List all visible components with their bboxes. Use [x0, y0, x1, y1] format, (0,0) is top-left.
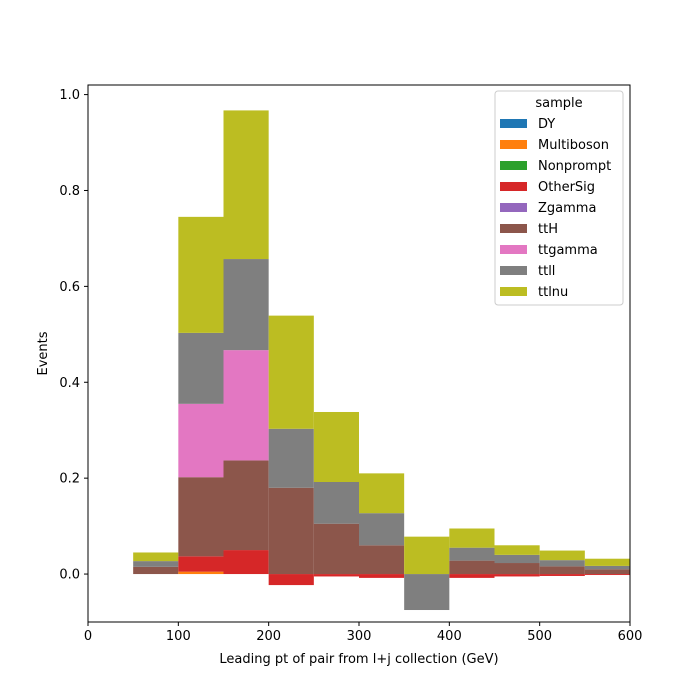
legend-label-zgamma: Zgamma — [538, 201, 596, 216]
legend-title: sample — [535, 96, 582, 111]
bar-ttgamma-bin-1 — [178, 403, 224, 478]
bar-ttlnu-bin-7 — [449, 528, 495, 548]
legend-label-ttlnu: ttlnu — [538, 285, 568, 300]
y-tick-label: 1.0 — [59, 88, 80, 103]
bar-tth-bin-8 — [494, 563, 540, 575]
bar-tth-bin-10 — [584, 569, 630, 575]
bar-ttll-bin-2 — [223, 259, 269, 351]
bar-ttll-bin-9 — [539, 560, 585, 567]
legend-label-ttgamma: ttgamma — [538, 243, 598, 258]
x-tick-label: 0 — [84, 629, 92, 644]
bar-tth-bin-4 — [313, 523, 359, 575]
bar-othersig-bin-8 — [494, 574, 540, 577]
y-tick-label: 0.4 — [59, 376, 80, 391]
y-tick-label: 0.8 — [59, 184, 80, 199]
x-axis-label: Leading pt of pair from l+j collection (… — [219, 652, 498, 667]
bar-othersig-bin-1 — [178, 556, 224, 572]
legend-swatch-zgamma — [500, 203, 527, 212]
bar-othersig-bin-7 — [449, 574, 495, 578]
legend-swatch-othersig — [500, 182, 527, 191]
bar-ttll-bin-1 — [178, 332, 224, 404]
legend-swatch-ttgamma — [500, 245, 527, 254]
x-tick-label: 600 — [618, 629, 643, 644]
legend-label-ttll: ttll — [538, 264, 555, 279]
legend-swatch-nonprompt — [500, 161, 527, 170]
bar-ttlnu-bin-6 — [404, 536, 450, 575]
bar-multiboson-bin-1 — [178, 571, 224, 575]
bar-tth-bin-2 — [223, 460, 269, 551]
bar-othersig-bin-2 — [223, 550, 269, 575]
bar-ttll-bin-7 — [449, 547, 495, 561]
bar-othersig-bin-5 — [359, 574, 405, 578]
bar-ttll-bin-3 — [268, 428, 314, 488]
legend: sample DY Multiboson Nonprompt OtherSig Zgam… — [494, 90, 624, 306]
y-tick-label: 0.6 — [59, 280, 80, 295]
x-tick-label: 200 — [256, 629, 281, 644]
bar-ttll-bin-4 — [313, 481, 359, 524]
bar-ttlnu-bin-2 — [223, 110, 269, 260]
legend-label-tth: ttH — [538, 222, 558, 237]
legend-swatch-ttll — [500, 266, 527, 275]
legend-items: DY Multiboson Nonprompt OtherSig Zgamma ttH tt… — [500, 117, 611, 300]
legend-swatch-multiboson — [500, 140, 527, 149]
bar-ttll-bin-5 — [359, 513, 405, 546]
bar-ttlnu-bin-3 — [268, 315, 314, 429]
legend-swatch-tth — [500, 224, 527, 233]
bar-ttlnu-bin-5 — [359, 473, 405, 514]
bar-ttll-bin-10 — [584, 565, 630, 570]
bar-othersig-bin-10 — [584, 574, 630, 576]
x-tick-label: 300 — [347, 629, 372, 644]
bar-tth-bin-9 — [539, 566, 585, 575]
bar-othersig-bin-3 — [268, 574, 314, 586]
y-tick-label: 0.0 — [59, 568, 80, 583]
legend-swatch-ttlnu — [500, 287, 527, 296]
bar-ttll-bin-8 — [494, 554, 540, 564]
bar-tth-bin-0 — [133, 566, 179, 575]
x-tick-label: 500 — [527, 629, 552, 644]
bar-othersig-bin-9 — [539, 574, 585, 576]
bar-ttlnu-bin-1 — [178, 216, 224, 333]
y-axis-label: Events — [36, 331, 51, 375]
bar-ttll-bin-0 — [133, 561, 179, 567]
bar-ttlnu-bin-8 — [494, 545, 540, 555]
x-tick-label: 400 — [437, 629, 462, 644]
bar-ttlnu-bin-4 — [313, 411, 359, 482]
bar-tth-bin-5 — [359, 545, 405, 575]
bar-ttlnu-bin-10 — [584, 558, 630, 566]
bar-othersig-bin-4 — [313, 574, 359, 577]
x-tick-label: 100 — [166, 629, 191, 644]
bar-ttgamma-bin-2 — [223, 350, 269, 461]
bar-tth-bin-1 — [178, 477, 224, 557]
bars-layer — [133, 110, 630, 611]
y-axis: 0.0 0.2 0.4 0.6 0.8 1.0 — [59, 88, 88, 583]
legend-label-nonprompt: Nonprompt — [538, 159, 611, 174]
legend-label-multiboson: Multiboson — [538, 138, 609, 153]
legend-swatch-dy — [500, 119, 527, 128]
bar-ttlnu-bin-9 — [539, 550, 585, 561]
bar-tth-bin-3 — [268, 487, 314, 575]
y-tick-label: 0.2 — [59, 472, 80, 487]
legend-label-dy: DY — [538, 117, 555, 132]
bar-ttlnu-bin-0 — [133, 552, 179, 562]
legend-label-othersig: OtherSig — [538, 180, 595, 195]
bar-ttll-bin-6 — [404, 574, 450, 611]
x-axis: 0 100 200 300 400 500 600 — [84, 622, 643, 644]
bar-tth-bin-7 — [449, 560, 495, 575]
